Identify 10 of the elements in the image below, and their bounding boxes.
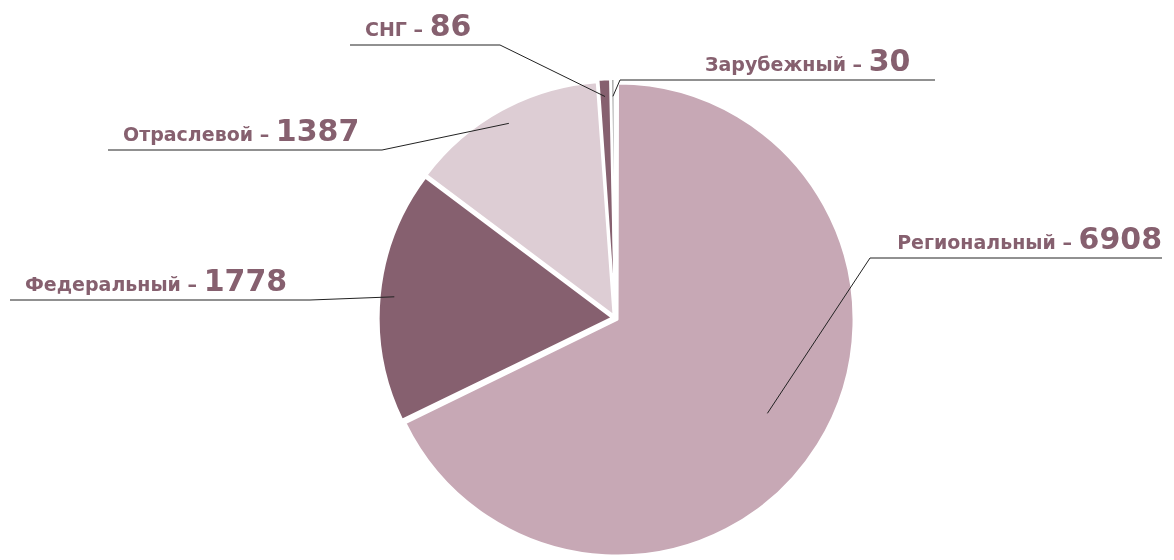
slice-label: Федеральный – <box>25 273 204 295</box>
slice-label: Зарубежный – <box>705 53 869 75</box>
data-label: 6908 <box>1078 221 1162 256</box>
data-label: 1778 <box>203 263 288 298</box>
data-label: 30 <box>868 43 911 78</box>
slice-label: Региональный – <box>897 231 1079 253</box>
data-label: 86 <box>429 8 472 43</box>
slice-label: Отраслевой – <box>123 123 276 145</box>
data-label: 1387 <box>275 113 360 148</box>
slice-label: СНГ – <box>365 18 430 40</box>
